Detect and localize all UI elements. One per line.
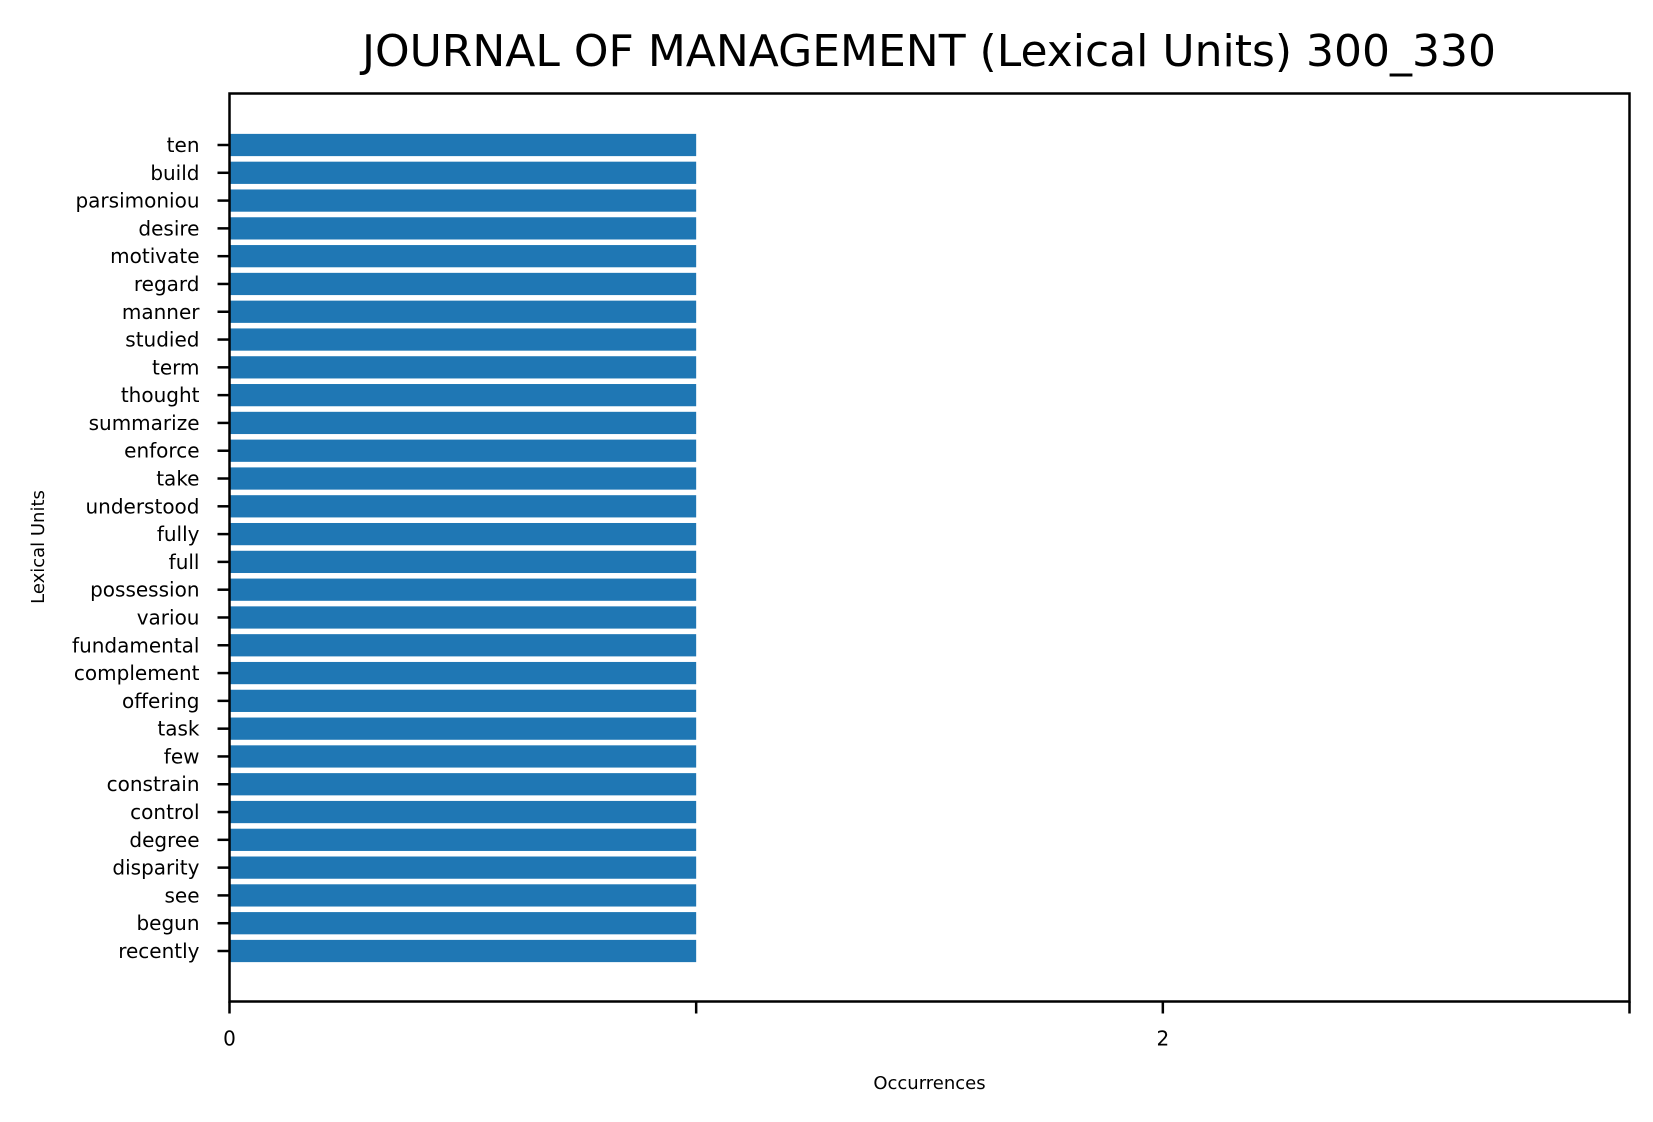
- bar-fully: [229, 522, 697, 546]
- y-tick-label: studied: [125, 328, 199, 352]
- y-tick-label: offering: [122, 689, 199, 713]
- y-tick-label: recently: [118, 939, 199, 963]
- x-tick-label: 0: [223, 1027, 236, 1051]
- bar-variou: [229, 606, 697, 629]
- bar-disparity: [229, 856, 697, 879]
- x-tick-label: 2: [1156, 1027, 1169, 1051]
- y-tick-label: full: [169, 550, 200, 574]
- bar-build: [229, 161, 697, 184]
- y-tick-label: summarize: [89, 411, 200, 435]
- y-tick-label: control: [130, 800, 199, 824]
- y-tick-label: variou: [137, 605, 200, 629]
- y-tick-label: degree: [129, 828, 199, 852]
- chart-title: JOURNAL OF MANAGEMENT (Lexical Units) 30…: [359, 26, 1496, 77]
- bar-summarize: [229, 411, 697, 435]
- y-tick-label: constrain: [107, 772, 200, 796]
- y-tick-label: few: [164, 744, 200, 768]
- bar-motivate: [229, 245, 697, 268]
- y-axis-label: Lexical Units: [28, 490, 49, 604]
- y-tick-label: understood: [85, 494, 199, 518]
- plot-frame: [228, 92, 1631, 1003]
- bar-possession: [229, 578, 697, 601]
- y-tick-label: thought: [121, 383, 200, 407]
- bar-offering: [229, 689, 697, 712]
- y-tick-label: build: [150, 161, 199, 185]
- y-tick-label: term: [152, 355, 200, 379]
- bar-take: [229, 467, 697, 490]
- bar-recently: [229, 939, 697, 963]
- y-tick-label: parsimoniou: [75, 189, 199, 213]
- y-tick-label: enforce: [124, 439, 199, 463]
- y-tick-label: take: [156, 467, 199, 491]
- bar-task: [229, 717, 697, 740]
- bar-understood: [229, 495, 697, 518]
- y-tick-label: complement: [74, 661, 200, 685]
- bar-studied: [229, 328, 697, 351]
- bar-ten: [229, 133, 697, 157]
- bar-constrain: [229, 773, 697, 796]
- bar-regard: [229, 272, 697, 296]
- bar-few: [229, 745, 697, 768]
- bar-degree: [229, 828, 697, 851]
- y-tick-label: possession: [90, 578, 199, 602]
- y-tick-label: manner: [122, 300, 200, 324]
- y-tick-label: ten: [167, 133, 200, 157]
- y-tick-label: task: [157, 717, 200, 741]
- y-tick-label: begun: [136, 911, 199, 935]
- y-tick-label: fully: [157, 522, 200, 546]
- bar-term: [229, 356, 697, 379]
- bar-parsimoniou: [229, 189, 697, 212]
- bar-control: [229, 800, 697, 824]
- bar-complement: [229, 661, 697, 685]
- bar-enforce: [229, 439, 697, 462]
- bars-group: [229, 133, 697, 963]
- y-tick-label: regard: [134, 272, 200, 296]
- bar-fundamental: [229, 634, 697, 657]
- bar-see: [229, 884, 697, 907]
- bar-full: [229, 550, 697, 574]
- y-tick-label: motivate: [110, 244, 199, 268]
- y-tick-label: desire: [138, 216, 199, 240]
- y-tick-label: fundamental: [72, 633, 199, 657]
- x-axis-label: Occurrences: [873, 1073, 985, 1094]
- bar-desire: [229, 217, 697, 240]
- bar-manner: [229, 300, 697, 323]
- bar-thought: [229, 384, 697, 407]
- bar-begun: [229, 912, 697, 935]
- y-tick-label: disparity: [112, 856, 199, 880]
- y-ticks-group: ten build parsimoniou desire motivate regard m…: [72, 133, 230, 963]
- y-tick-label: see: [164, 883, 199, 907]
